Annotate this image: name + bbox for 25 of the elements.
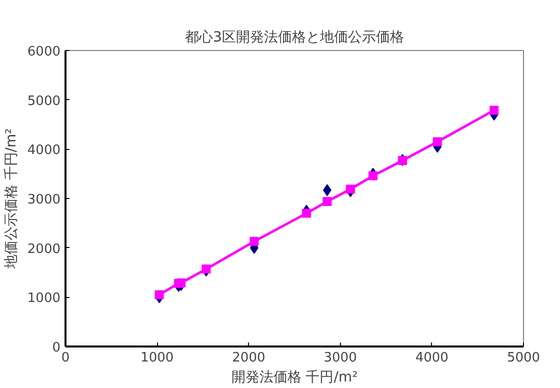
y-tick-label: 4000 [27,143,61,158]
point [154,290,164,300]
point [322,196,332,206]
point [176,278,186,288]
x-tick-label: 2000 [232,350,266,366]
y-tick-label: 5000 [27,94,61,109]
point [250,236,259,246]
y-tick-label: 0 [52,340,61,356]
x-tick-label: 1000 [140,350,174,366]
x-tick-label: 4000 [415,350,448,366]
x-tick-label: 5000 [506,350,540,366]
y-tick-label: 6000 [27,44,61,60]
point [368,171,378,180]
y-axis-title: 地価公示価格 千円/m² [3,128,20,270]
y-tick-label: 2000 [27,242,61,257]
chart-title: 都心3区開発法価格と地価公示価格 [185,30,404,46]
point [202,264,211,274]
point [302,208,311,218]
point [490,106,499,115]
y-tick-label: 1000 [27,291,61,306]
x-tick-label: 3000 [324,350,357,366]
point [346,184,355,194]
x-axis-title: 開発法価格 千円/m² [231,370,358,386]
point [432,137,442,146]
y-tick-label: 3000 [27,192,61,208]
